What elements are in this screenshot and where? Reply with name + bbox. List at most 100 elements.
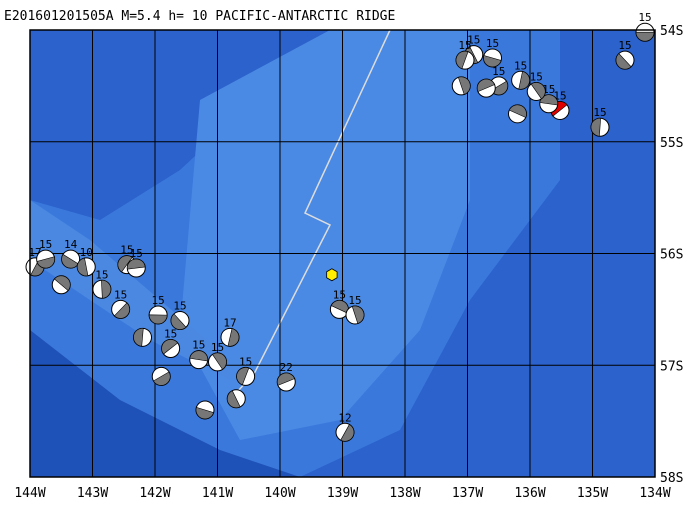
focal-mechanism [195,400,215,420]
lon-label: 141W [202,486,233,501]
depth-label: 15 [593,106,606,119]
focal-mechanism [226,389,246,409]
compression-quadrant [530,82,546,100]
depth-label: 15 [239,355,252,368]
focal-mechanism [133,327,152,347]
compression-quadrant [508,104,527,118]
focal-mechanism [508,104,527,124]
depth-label: 15 [95,268,108,281]
compression-quadrant [117,255,133,273]
focal-mechanism [511,70,531,90]
depth-label: 15 [638,11,651,24]
compression-quadrant [518,71,530,90]
depth-label: 15 [152,294,165,307]
depth-label: 15 [211,341,224,354]
focal-mechanism [208,352,227,372]
compression-quadrant [615,53,632,70]
compression-quadrant [133,328,144,347]
focal-mechanism [76,257,96,277]
depth-label: 12 [338,411,351,424]
compression-quadrant [189,350,208,362]
compression-quadrant [227,328,240,347]
depth-label: 17 [223,316,236,329]
compression-quadrant [277,372,295,386]
compression-quadrant [477,78,495,93]
compression-quadrant [113,302,130,319]
depth-label: 15 [530,70,543,83]
compression-quadrant [212,352,227,370]
lon-label: 134W [639,486,670,501]
depth-label: 15 [333,288,346,301]
compression-quadrant [483,55,502,68]
focal-mechanism [329,299,349,319]
compression-quadrant [195,406,214,420]
lon-label: 138W [389,486,420,501]
focal-mechanism [483,48,502,68]
focal-mechanism [161,338,181,358]
focal-mechanism [51,275,71,295]
compression-quadrant [227,390,241,409]
epicenter [326,268,338,282]
focal-mechanism [455,50,475,70]
compression-quadrant [101,279,112,299]
compression-quadrant [161,339,179,355]
focal-mechanism [590,117,610,137]
focal-mechanism [126,258,146,278]
focal-mechanism [170,311,190,331]
focal-mechanism [476,78,496,98]
compression-quadrant [76,257,89,277]
compression-quadrant [457,76,471,95]
depth-label: 15 [486,37,499,50]
lon-label: 144W [14,486,45,501]
focal-mechanism [335,422,355,442]
compression-quadrant [127,258,146,270]
depth-label: 15 [114,288,127,301]
depth-label: 15 [192,339,205,352]
focal-mechanism [539,94,559,114]
lat-label: 55S [660,136,683,151]
depth-label: 22 [280,361,293,374]
depth-label: 14 [64,238,78,251]
focal-mechanism [615,50,635,70]
compression-quadrant [635,31,655,42]
lat-label: 58S [660,471,683,486]
map-title: E201601201505A M=5.4 h= 10 PACIFIC-ANTAR… [4,9,395,24]
trough [30,330,300,477]
depth-label: 15 [348,294,361,307]
compression-quadrant [153,371,171,386]
compression-quadrant [53,275,71,291]
depth-label: 15 [618,39,631,52]
lat-label: 54S [660,24,683,39]
focal-mechanism [236,366,256,386]
focal-mechanism [220,327,240,347]
depth-label: 15 [492,65,505,78]
frame [29,29,656,478]
lon-label: 139W [327,486,358,501]
lon-label: 135W [577,486,608,501]
compression-quadrant [590,117,601,137]
depth-label: 15 [120,244,133,257]
lat-label: 57S [660,359,683,374]
compression-quadrant [455,50,469,70]
focal-mechanism [111,299,131,319]
focal-mechanism [148,305,168,325]
compression-quadrant [61,253,79,269]
compression-quadrant [170,313,187,330]
lon-label: 140W [264,486,295,501]
compression-quadrant [351,305,365,324]
compression-quadrant [340,424,355,442]
lon-label: 137W [452,486,483,501]
focal-mechanism [526,81,546,101]
depth-label: 15 [164,327,177,340]
depth-label: 10 [80,246,93,259]
depth-label: 15 [467,34,480,47]
depth-label: 15 [514,59,527,72]
focal-mechanism [61,249,81,269]
compression-quadrant [148,314,168,325]
lon-label: 142W [139,486,170,501]
depth-label: 15 [39,238,52,251]
depth-label: 15 [173,300,186,313]
focal-mechanism [635,22,655,42]
